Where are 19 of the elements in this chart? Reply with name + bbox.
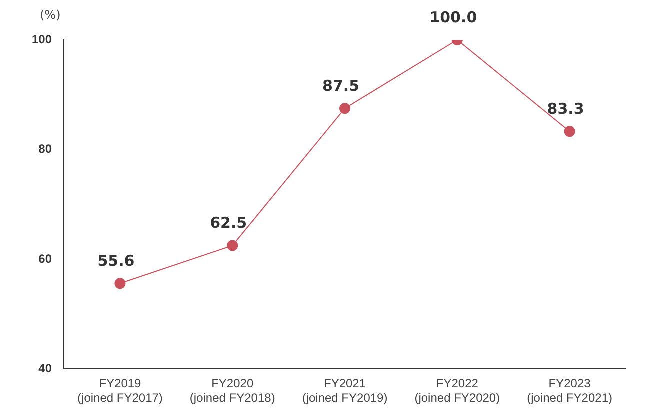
data-label: 55.6 <box>98 252 135 270</box>
y-tick-label: 80 <box>38 142 52 156</box>
point <box>227 240 238 252</box>
y-tick-label: 40 <box>38 362 52 376</box>
y-tick-label: 100 <box>32 32 52 46</box>
data-label: 83.3 <box>547 100 584 118</box>
x-tick-label: FY2020 (joined FY2018) <box>190 376 276 406</box>
data-label: 62.5 <box>210 214 248 232</box>
point <box>340 103 351 114</box>
point <box>564 126 576 138</box>
x-tick-label: FY2022 (joined FY2020) <box>414 376 500 406</box>
y-axis-title: (%) <box>40 8 61 22</box>
x-tick-label: FY2023 (joined FY2021) <box>527 376 612 406</box>
data-label: 87.5 <box>322 76 360 95</box>
y-tick-label: 60 <box>38 252 52 266</box>
point <box>114 278 126 290</box>
x-tick-label: FY2019 (joined FY2017) <box>78 376 163 406</box>
data-label: 100.0 <box>430 8 478 26</box>
x-tick-label: FY2021 (joined FY2019) <box>302 376 388 406</box>
